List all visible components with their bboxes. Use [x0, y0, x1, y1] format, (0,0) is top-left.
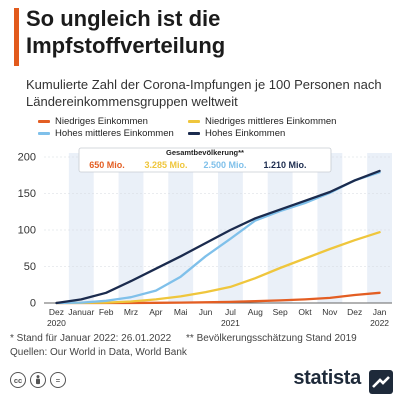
x-tick-label: Okt: [298, 307, 312, 317]
legend-item-low: Niedriges Einkommen: [38, 116, 148, 127]
x-tick-label: Jan: [373, 307, 387, 317]
series-line-3: [55, 169, 381, 305]
column-band: [317, 153, 343, 303]
column-band: [367, 153, 392, 303]
accent-bar: [14, 8, 19, 66]
legend-item-upper-middle: Hohes mittleres Einkommen: [38, 128, 174, 139]
footnote-population: ** Bevölkerungsschätzung Stand 2019: [186, 333, 357, 344]
x-tick-label: Nov: [322, 307, 338, 317]
legend-label-low: Niedriges Einkommen: [55, 116, 148, 127]
y-tick-label: 200: [18, 152, 36, 164]
person-icon: [36, 375, 40, 385]
legend-swatch-high: [188, 132, 200, 135]
population-value: 650 Mio.: [89, 160, 125, 170]
population-value: 1.210 Mio.: [263, 160, 306, 170]
series-line-1: [55, 231, 381, 305]
cc-icon: cc: [10, 372, 26, 388]
chart-title: So ungleich ist die Impfstoffverteilung: [26, 6, 226, 58]
x-tick-label: Apr: [149, 307, 162, 317]
column-band: [218, 153, 243, 303]
y-tick-label: 0: [30, 298, 36, 310]
legend-label-upper-middle: Hohes mittleres Einkommen: [55, 128, 174, 139]
by-icon: [30, 372, 46, 388]
legend-swatch-upper-middle: [38, 132, 50, 135]
license-icons: cc =: [10, 372, 70, 388]
legend-item-lower-middle: Niedriges mittleres Einkommen: [188, 116, 336, 127]
population-title: Gesamtbevölkerung**: [166, 148, 244, 157]
column-band: [68, 153, 94, 303]
population-box: [78, 147, 332, 173]
chart-subtitle: Kumulierte Zahl der Corona-Impfungen je …: [26, 77, 382, 109]
legend-label-lower-middle: Niedriges mittleres Einkommen: [205, 116, 337, 127]
source-note: Quellen: Our World in Data, World Bank: [10, 347, 187, 358]
population-value: 3.285 Mio.: [144, 160, 187, 170]
footnote: * Stand für Januar 2022: 26.01.2022 ** B…: [10, 333, 400, 344]
x-tick-label: Aug: [248, 307, 263, 317]
x-tick-label: Januar: [68, 307, 94, 317]
population-value: 2.500 Mio.: [203, 160, 246, 170]
y-tick-label: 100: [18, 225, 36, 237]
x-tick-label: Feb: [99, 307, 114, 317]
x-tick-label: Mrz: [124, 307, 138, 317]
nd-icon: =: [50, 372, 66, 388]
legend-swatch-low: [38, 120, 50, 123]
x-year-label: 2022: [370, 318, 389, 328]
x-tick-label: Jun: [199, 307, 213, 317]
x-tick-label: Dez: [347, 307, 362, 317]
x-year-label: 2021: [221, 318, 240, 328]
y-tick-label: 150: [18, 188, 36, 200]
x-tick-label: Dez: [49, 307, 64, 317]
legend-swatch-lower-middle: [188, 120, 200, 123]
x-tick-label: Sep: [273, 307, 288, 317]
column-band: [267, 153, 293, 303]
statista-logo-icon: [369, 370, 393, 394]
x-tick-label: Jul: [225, 307, 236, 317]
legend-item-high: Hohes Einkommen: [188, 128, 285, 139]
footnote-stand: * Stand für Januar 2022: 26.01.2022: [10, 333, 172, 344]
legend-label-high: Hohes Einkommen: [205, 128, 286, 139]
x-year-label: 2020: [47, 318, 66, 328]
x-tick-label: Mai: [174, 307, 188, 317]
statista-logo-text: statista: [293, 367, 361, 389]
y-tick-label: 50: [24, 261, 36, 273]
